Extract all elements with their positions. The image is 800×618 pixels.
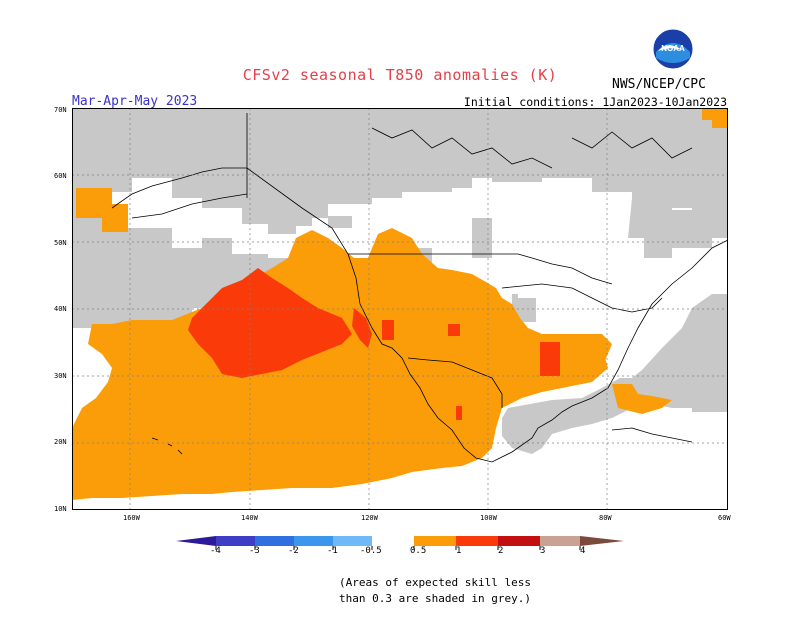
skill-note-line2: than 0.3 are shaded in grey.) bbox=[338, 592, 532, 605]
lon-label-60w: 60W bbox=[718, 514, 731, 522]
graticule bbox=[72, 108, 728, 510]
colorbar-label-4: 4 bbox=[580, 546, 586, 556]
anomaly-map bbox=[72, 108, 728, 510]
colorbar-label-1: 1 bbox=[456, 546, 462, 556]
colorbar-max-arrow bbox=[580, 536, 624, 546]
season-label: Mar-Apr-May 2023 bbox=[72, 94, 198, 109]
lon-label-100w: 100W bbox=[480, 514, 497, 522]
colorbar-label-3: 3 bbox=[540, 546, 546, 556]
initial-conditions: Initial conditions: 1Jan2023-10Jan2023 bbox=[463, 95, 727, 109]
lat-label-20n: 20N bbox=[54, 438, 67, 446]
lat-label-70n: 70N bbox=[54, 106, 67, 114]
colorbar-label-m05: -0.5 bbox=[360, 546, 382, 556]
lat-label-40n: 40N bbox=[54, 305, 67, 313]
colorbar-label-m4: -4 bbox=[210, 546, 221, 556]
colorbar-min-arrow bbox=[176, 536, 216, 546]
neutral-region bbox=[72, 202, 728, 510]
colorbar-label-m1: -1 bbox=[327, 546, 338, 556]
colorbar bbox=[176, 536, 624, 550]
colorbar-label-m3: -3 bbox=[249, 546, 260, 556]
anomaly-1-2K-region bbox=[188, 268, 560, 420]
agency-label: NWS/NCEP/CPC bbox=[612, 77, 706, 92]
map-frame bbox=[72, 108, 728, 510]
lat-label-60n: 60N bbox=[54, 172, 67, 180]
noaa-logo: NOAA bbox=[652, 28, 694, 70]
skill-note-line1: (Areas of expected skill less bbox=[338, 576, 532, 589]
lat-label-50n: 50N bbox=[54, 239, 67, 247]
map-title: CFSv2 seasonal T850 anomalies (K) bbox=[242, 66, 558, 84]
colorbar-label-2: 2 bbox=[498, 546, 504, 556]
lat-label-10n: 10N bbox=[54, 505, 67, 513]
lon-label-160w: 160W bbox=[123, 514, 140, 522]
lat-label-30n: 30N bbox=[54, 372, 67, 380]
lon-label-80w: 80W bbox=[599, 514, 612, 522]
lon-label-140w: 140W bbox=[241, 514, 258, 522]
colorbar-label-m2: -2 bbox=[288, 546, 299, 556]
colorbar-label-05: 0.5 bbox=[410, 546, 427, 556]
logo-text: NOAA bbox=[661, 44, 685, 53]
lon-label-120w: 120W bbox=[361, 514, 378, 522]
